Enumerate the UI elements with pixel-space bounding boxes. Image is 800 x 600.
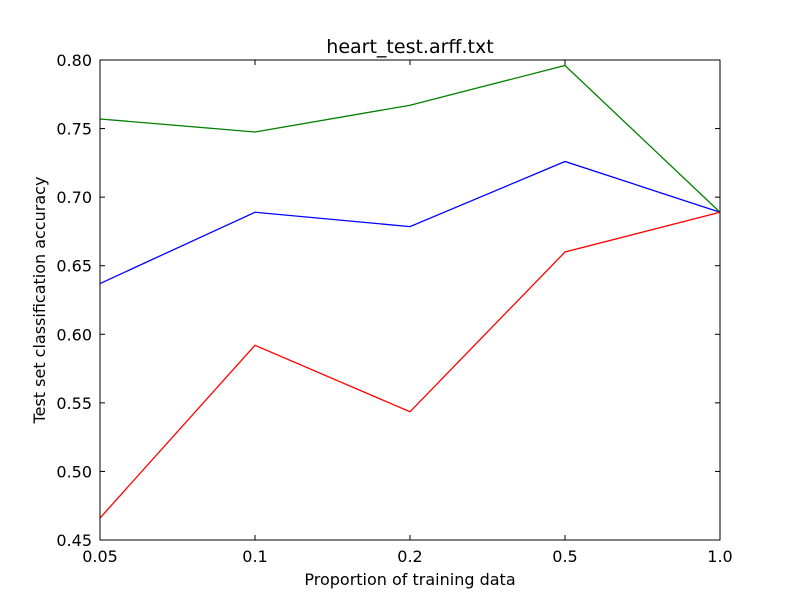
x-tick-label: 0.05 xyxy=(82,547,118,566)
y-tick-label: 0.50 xyxy=(56,462,92,481)
series-layer xyxy=(99,64,721,519)
series-line-1 xyxy=(99,160,721,285)
y-tick-label: 0.65 xyxy=(56,257,92,276)
series-line-3 xyxy=(99,211,721,519)
plot-frame xyxy=(99,59,721,541)
series-line-2 xyxy=(99,64,721,213)
x-tick-label: 0.5 xyxy=(552,547,577,566)
y-tick-label: 0.55 xyxy=(56,394,92,413)
chart-title: heart_test.arff.txt xyxy=(326,36,493,58)
x-tick-label: 0.1 xyxy=(242,547,267,566)
ticks-layer: 0.05 0.1 0.2 0.5 1.0 0.45 0.50 0.55 0.60 0.65 0.70… xyxy=(56,51,732,566)
y-tick-label: 0.75 xyxy=(56,120,92,139)
y-tick-label: 0.70 xyxy=(56,188,92,207)
x-axis-label: Proportion of training data xyxy=(304,570,515,589)
y-tick-label: 0.60 xyxy=(56,325,92,344)
y-axis-label: Test set classification accuracy xyxy=(30,177,49,425)
x-tick-label: 0.2 xyxy=(397,547,422,566)
x-tick-label: 1.0 xyxy=(707,547,732,566)
y-tick-label: 0.80 xyxy=(56,51,92,70)
y-tick-label: 0.45 xyxy=(56,531,92,550)
